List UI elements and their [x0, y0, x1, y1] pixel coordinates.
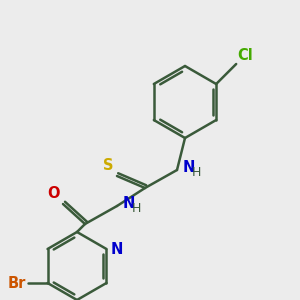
Text: Br: Br — [7, 275, 26, 290]
Text: N: N — [110, 242, 123, 256]
Text: S: S — [103, 158, 114, 173]
Text: H: H — [132, 202, 141, 214]
Text: N: N — [183, 160, 195, 175]
Text: H: H — [192, 166, 201, 178]
Text: Cl: Cl — [237, 48, 253, 63]
Text: O: O — [47, 186, 60, 201]
Text: N: N — [123, 196, 135, 211]
